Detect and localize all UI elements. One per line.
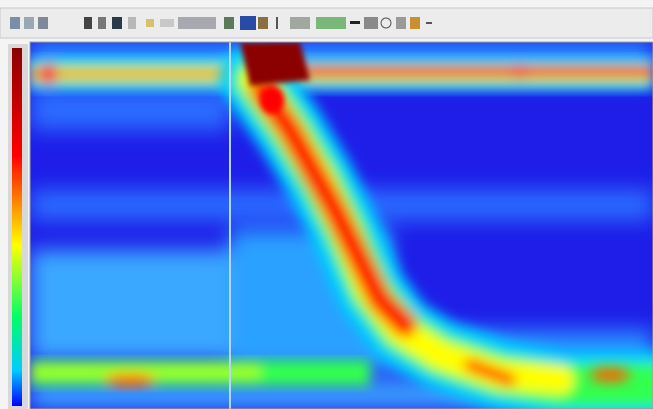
high-pressure-cap [240, 42, 310, 114]
tool-icon[interactable] [178, 17, 216, 29]
tool-icon[interactable] [410, 17, 420, 29]
upper-band [30, 58, 653, 90]
tool-icon[interactable] [160, 19, 174, 27]
tool-icon[interactable] [146, 19, 154, 27]
tool-icon[interactable] [426, 22, 432, 24]
plot-border [29, 41, 653, 409]
tool-icon[interactable] [128, 17, 136, 29]
tool-icon[interactable] [10, 17, 20, 29]
tool-icon[interactable] [276, 17, 278, 29]
tool-icon[interactable] [98, 17, 106, 29]
tool-icon[interactable] [380, 17, 392, 29]
tool-icon[interactable] [112, 17, 122, 29]
tool-icon[interactable] [290, 17, 310, 29]
color-scale [12, 48, 22, 406]
tool-icon[interactable] [240, 16, 256, 30]
tool-icon[interactable] [84, 17, 92, 29]
lower-band [30, 360, 630, 387]
pressure-plot [30, 42, 653, 409]
tool-icon[interactable] [224, 17, 234, 29]
tool-icon[interactable] [38, 17, 48, 29]
tool-icon[interactable] [316, 17, 346, 29]
tool-icon[interactable] [350, 21, 360, 24]
tool-icon[interactable] [396, 17, 406, 29]
peristaltic-wave [220, 45, 653, 409]
toolbar-icons [10, 16, 432, 30]
tool-icon[interactable] [24, 17, 34, 29]
tool-icon[interactable] [258, 17, 268, 29]
tool-icon[interactable] [364, 17, 378, 29]
